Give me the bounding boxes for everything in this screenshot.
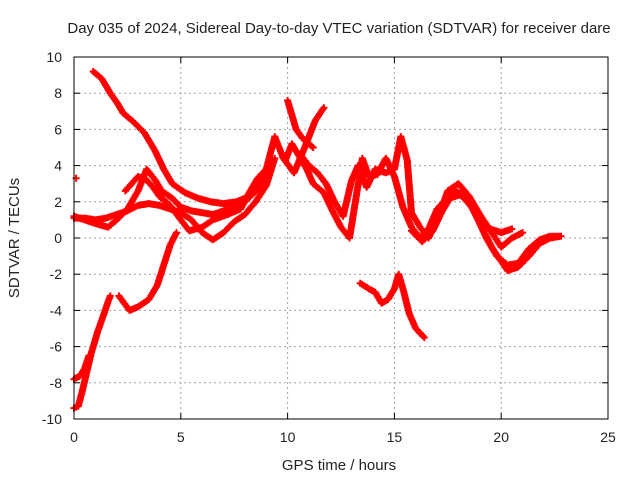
data-point-plus	[271, 154, 279, 162]
series-track-j	[296, 133, 527, 251]
y-tick-label: 6	[54, 121, 62, 137]
data-point-plus	[420, 334, 428, 342]
series-track-l	[408, 191, 563, 269]
series-track-a	[89, 68, 249, 208]
series-track-c	[70, 154, 279, 244]
data-point-plus	[106, 292, 114, 300]
x-axis-title: GPS time / hours	[282, 457, 396, 474]
x-tick-label: 5	[177, 429, 185, 445]
chart-title: Day 035 of 2024, Sidereal Day-to-day VTE…	[67, 20, 610, 37]
y-tick-label: -2	[50, 266, 63, 282]
y-tick-label: -10	[42, 411, 62, 427]
data-point-plus	[173, 229, 180, 237]
y-tick-label: 8	[54, 85, 62, 101]
series-track-d	[121, 165, 270, 235]
data-point-plus	[262, 165, 270, 173]
y-tick-label: -4	[50, 302, 63, 318]
series-layer	[70, 68, 565, 412]
y-tick-label: 10	[46, 49, 62, 65]
x-tick-label: 0	[70, 429, 78, 445]
y-tick-label: 0	[54, 230, 62, 246]
grid	[73, 56, 609, 420]
data-point-plus	[320, 104, 328, 112]
y-tick-label: -8	[50, 375, 63, 391]
x-tick-label: 10	[280, 429, 296, 445]
y-tick-label: -6	[50, 339, 63, 355]
axis-ticks: 0 5 10 15 20 25 -10 -8 -6 -4 -2 0 2 4 6 8 10	[42, 49, 616, 445]
series-track-e	[115, 229, 180, 314]
y-tick-label: 4	[54, 158, 62, 174]
x-tick-label: 15	[387, 429, 403, 445]
series-track-g	[70, 352, 93, 383]
y-axis-title: SDTVAR / TECUs	[6, 178, 23, 298]
data-point-plus	[555, 232, 563, 240]
x-tick-label: 25	[600, 429, 616, 445]
series-track-n	[284, 96, 317, 151]
data-point-plus	[309, 144, 317, 151]
y-tick-label: 2	[54, 194, 62, 210]
series-track-m	[356, 270, 428, 342]
series-track-b	[70, 104, 328, 231]
data-point-plus	[85, 352, 93, 360]
data-point-plus	[508, 225, 516, 233]
data-point-plus	[519, 229, 527, 237]
x-tick-label: 20	[493, 429, 509, 445]
